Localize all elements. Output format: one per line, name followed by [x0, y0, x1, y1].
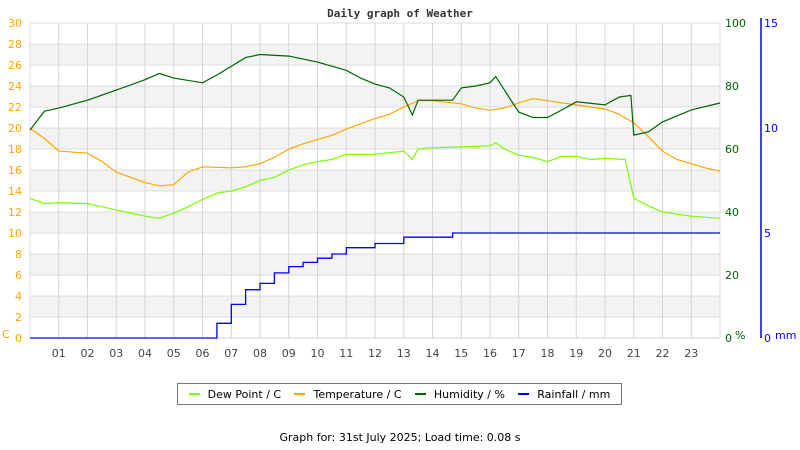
series-lines: [29, 53, 721, 339]
x-tick-label: 05: [167, 347, 181, 360]
x-tick-label: 03: [109, 347, 123, 360]
left-tick-label: 0: [15, 332, 22, 345]
x-tick-label: 19: [569, 347, 583, 360]
left-tick-label: 16: [8, 164, 22, 177]
legend-swatch: [188, 393, 200, 395]
x-tick-label: 18: [541, 347, 555, 360]
rainfall-tick-label: 0: [764, 332, 771, 345]
x-tick-label: 07: [224, 347, 238, 360]
left-tick-label: 4: [15, 290, 22, 303]
x-tick-label: 23: [684, 347, 698, 360]
x-tick-label: 02: [81, 347, 95, 360]
humidity-tick-label: 60: [725, 143, 739, 156]
humidity-tick-label: 100: [725, 17, 746, 30]
humidity-tick-label: 20: [725, 269, 739, 282]
legend-item-temperature: Temperature / C: [294, 387, 402, 401]
footer-status: Graph for: 31st July 2025; Load time: 0.…: [279, 431, 521, 444]
rainfall-tick-label: 10: [764, 122, 778, 135]
rainfall-tick-label: 5: [764, 227, 771, 240]
humidity-tick-label: 80: [725, 80, 739, 93]
legend-swatch: [518, 393, 530, 395]
left-tick-label: 22: [8, 101, 22, 114]
left-tick-label: 24: [8, 80, 22, 93]
humidity-tick-label: 40: [725, 206, 739, 219]
legend-label: Temperature / C: [313, 387, 402, 401]
legend-swatch: [294, 393, 306, 395]
left-tick-label: 26: [8, 59, 22, 72]
left-tick-label: 30: [8, 17, 22, 30]
legend-swatch: [414, 393, 426, 395]
left-tick-label: 10: [8, 227, 22, 240]
weather-chart: Daily graph of Weather 02468101214161820…: [2, 7, 796, 360]
legend-item-humidity: Humidity / %: [414, 387, 505, 401]
legend-item-rainfall: Rainfall / mm: [518, 388, 610, 401]
x-tick-label: 09: [282, 347, 296, 360]
humidity-tick-label: 0: [725, 332, 732, 345]
rainfall-tick-label: 15: [764, 17, 778, 30]
x-tick-label: 04: [138, 347, 152, 360]
legend-label: Humidity / %: [433, 387, 505, 401]
temperature-line: [29, 97, 721, 187]
x-tick-label: 15: [454, 347, 468, 360]
left-tick-label: 14: [8, 185, 22, 198]
x-tick-label: 08: [253, 347, 267, 360]
x-tick-label: 12: [368, 347, 382, 360]
left-tick-label: 28: [8, 38, 22, 51]
left-tick-label: 8: [15, 248, 22, 261]
x-tick-label: 13: [397, 347, 411, 360]
x-tick-label: 10: [311, 347, 325, 360]
x-tick-label: 06: [196, 347, 210, 360]
x-tick-label: 21: [627, 347, 641, 360]
humidity-line: [29, 53, 721, 136]
legend-label: Rainfall / mm: [537, 387, 611, 401]
left-tick-label: 20: [8, 122, 22, 135]
x-tick-label: 20: [598, 347, 612, 360]
humidity-axis-unit: %: [735, 329, 745, 342]
legend: Dew Point / C Temperature / C Humidity /…: [177, 383, 622, 405]
x-tick-label: 14: [426, 347, 440, 360]
rainfall-line: [30, 232, 720, 339]
left-tick-label: 6: [15, 269, 22, 282]
x-tick-label: 01: [52, 347, 66, 360]
chart-title: Daily graph of Weather: [327, 7, 473, 20]
left-axis-unit: C: [2, 328, 10, 341]
left-tick-label: 2: [15, 311, 22, 324]
x-tick-label: 16: [483, 347, 497, 360]
legend-item-dew-point: Dew Point / C: [188, 387, 282, 401]
x-tick-label: 22: [656, 347, 670, 360]
x-tick-label: 11: [339, 347, 353, 360]
left-tick-label: 18: [8, 143, 22, 156]
legend-label: Dew Point / C: [207, 387, 282, 401]
left-tick-label: 12: [8, 206, 22, 219]
x-tick-label: 17: [512, 347, 526, 360]
dew-point-line: [29, 141, 721, 219]
rainfall-axis-unit: mm: [775, 329, 796, 342]
